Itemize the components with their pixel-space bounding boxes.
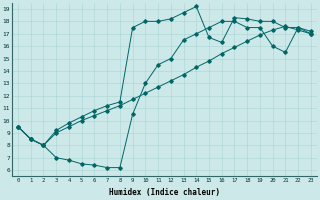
X-axis label: Humidex (Indice chaleur): Humidex (Indice chaleur) bbox=[109, 188, 220, 197]
